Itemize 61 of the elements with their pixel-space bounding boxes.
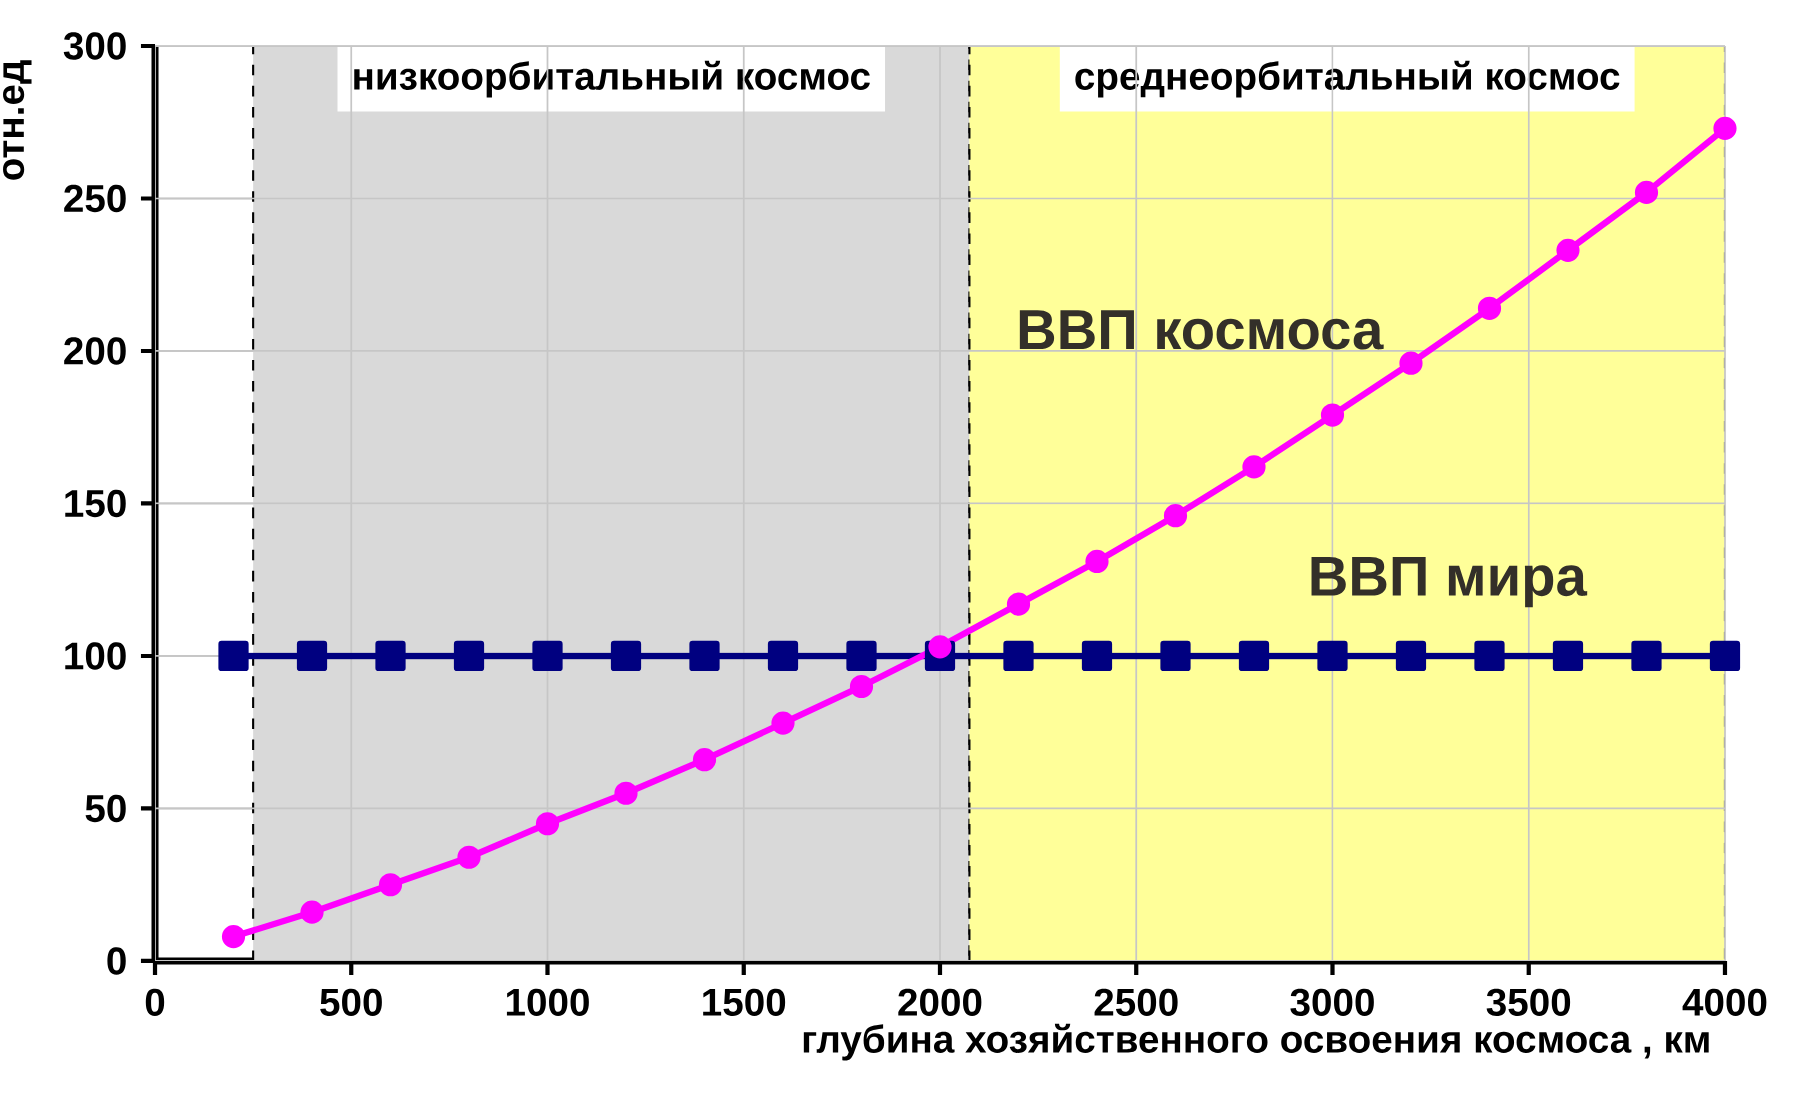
y-tick-label: 300	[63, 32, 126, 60]
x-tick-label: 0	[145, 988, 165, 1017]
point	[1477, 296, 1502, 320]
x-tick-label: 2000	[898, 988, 982, 1017]
point	[1160, 640, 1191, 672]
point	[1631, 640, 1662, 672]
point	[1081, 640, 1113, 672]
point	[846, 640, 877, 672]
point	[1395, 640, 1427, 672]
point	[692, 748, 717, 772]
y-tick-label: 200	[64, 337, 126, 365]
point	[1399, 351, 1423, 375]
x-tick-label: 500	[320, 988, 382, 1017]
y-tick-label: 0	[107, 947, 126, 975]
point	[1552, 640, 1584, 672]
point	[1238, 640, 1270, 672]
band-label: среднеорбитальный космос	[1075, 60, 1620, 98]
y-tick-label: 150	[65, 489, 126, 518]
point	[1085, 549, 1109, 574]
point	[375, 640, 406, 672]
point	[221, 924, 246, 949]
x-axis-title: глубина хозяйственного освоения космоса , км	[803, 1023, 1709, 1061]
point	[535, 812, 560, 836]
point	[457, 845, 481, 869]
point	[378, 873, 403, 897]
point	[1556, 238, 1580, 262]
x-tick-label: 2500	[1094, 988, 1178, 1017]
x-tick-label: 1000	[506, 988, 589, 1017]
point	[689, 640, 720, 672]
x-tick-label: 3000	[1290, 988, 1374, 1017]
y-axis-title: отн.ед	[3, 60, 32, 180]
y-tick-label: 100	[65, 642, 126, 670]
point	[296, 640, 328, 672]
point	[453, 640, 485, 672]
x-tick-label: 4000	[1682, 988, 1767, 1017]
point	[300, 900, 324, 924]
point	[218, 640, 249, 672]
point	[614, 781, 638, 805]
point	[928, 635, 952, 659]
band-label: низкоорбитальный космос	[354, 60, 870, 98]
x-tick-label: 1500	[703, 988, 786, 1017]
point	[1317, 640, 1348, 672]
point	[1709, 640, 1741, 672]
point	[771, 711, 795, 735]
point	[1713, 116, 1737, 140]
y-tick-label: 250	[64, 184, 126, 213]
point	[1163, 504, 1188, 528]
point	[1242, 455, 1266, 479]
x-tick-label: 3500	[1486, 988, 1571, 1017]
series-label: ВВП мира	[1311, 556, 1588, 608]
point	[1003, 640, 1034, 672]
series-label: ВВП космоса	[1019, 310, 1384, 350]
point	[767, 640, 799, 672]
point	[1474, 640, 1505, 672]
point	[1634, 180, 1659, 205]
point	[532, 640, 563, 672]
y-tick-label: 50	[85, 794, 126, 823]
point	[610, 640, 642, 672]
point	[1320, 403, 1345, 427]
point	[1006, 592, 1031, 616]
point	[849, 674, 874, 699]
